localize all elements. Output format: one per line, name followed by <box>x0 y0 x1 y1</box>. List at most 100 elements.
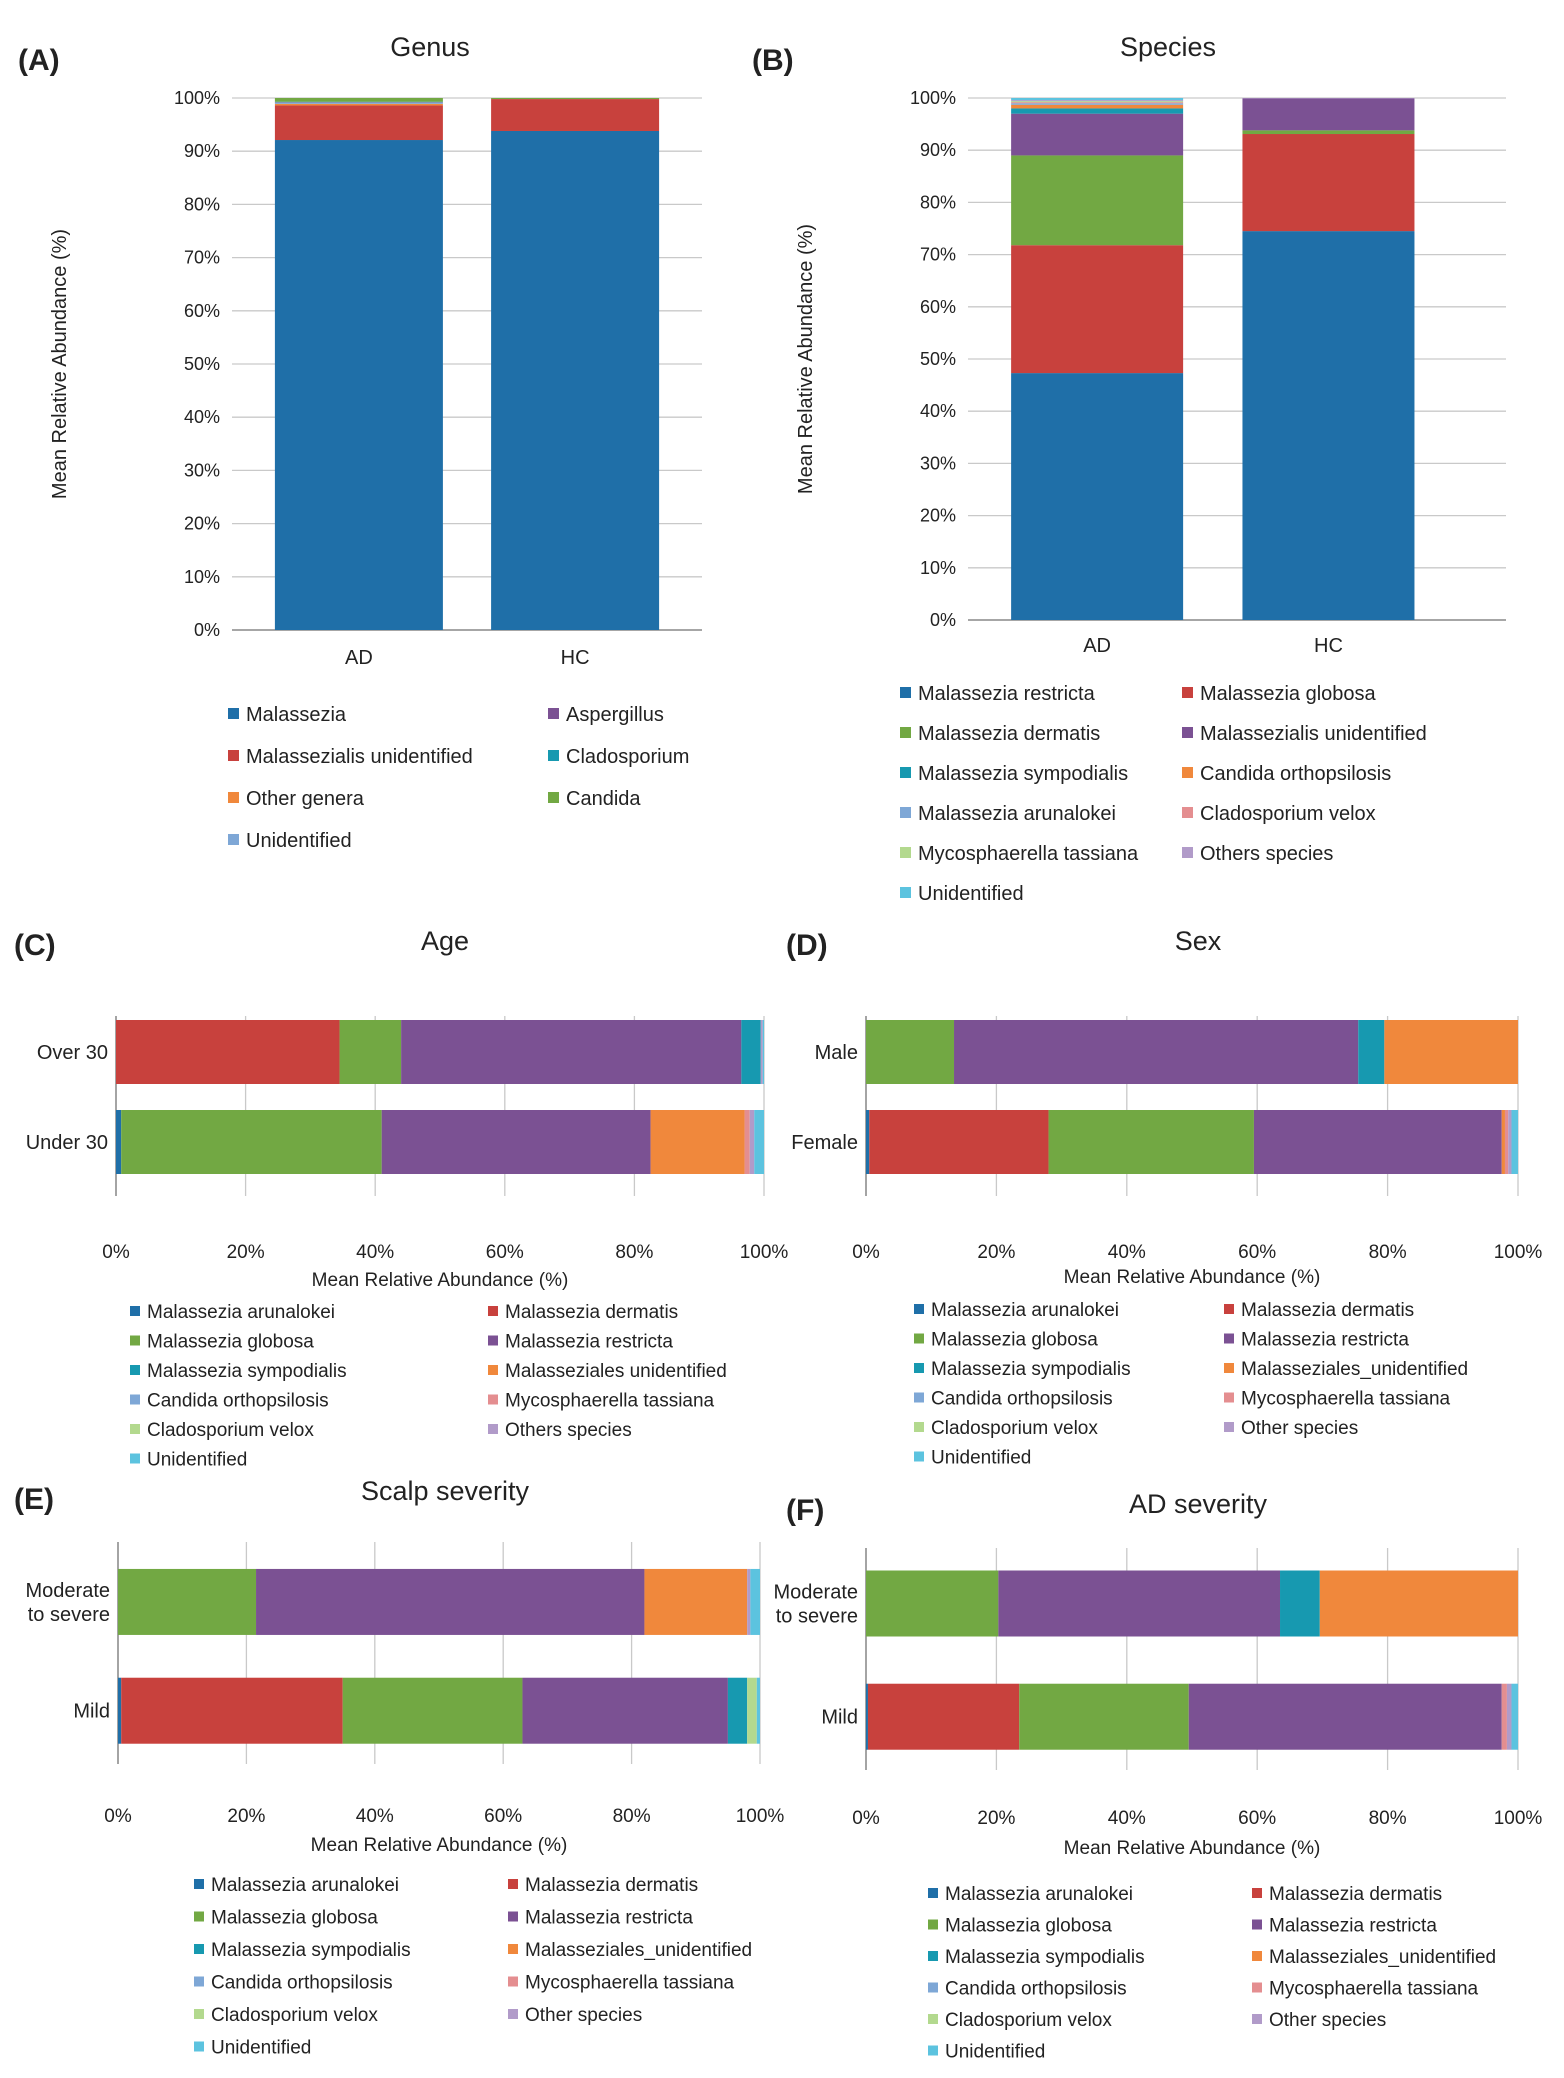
legend-item-cladosporium: Cladosporium <box>548 746 689 768</box>
bar-segment-malassezialis-unidentified-ad <box>1011 113 1184 156</box>
legend-label: Unidentified <box>918 883 1024 905</box>
bar-segment-malassezia-restricta-male <box>954 1020 1359 1084</box>
bar-segment-malassezia-arunalokei-mild <box>118 1677 122 1744</box>
bar-segment-malasseziales-unidentified-moderate-to-severe <box>644 1568 748 1635</box>
legend-swatch <box>130 1306 140 1316</box>
legend-item-malassezia-dermatis: Malassezia dermatis <box>488 1302 678 1323</box>
legend-item-cladosporium-velox: Cladosporium velox <box>194 2005 378 2026</box>
legend-swatch <box>508 1879 518 1889</box>
legend-swatch <box>1224 1392 1234 1403</box>
legend-swatch <box>1182 767 1193 778</box>
legend-label: Malasseziales_unidentified <box>525 1940 752 1961</box>
bar-segment-malassezia-sympodialis-male <box>1358 1020 1385 1084</box>
legend-item-malassezia-dermatis: Malassezia dermatis <box>900 723 1100 745</box>
y-axis-label: Mean Relative Abundance (%) <box>49 229 71 499</box>
legend-item-malassezia-sympodialis: Malassezia sympodialis <box>900 763 1128 785</box>
bar-segment-mycosphaerella-tassiana-ad <box>1011 101 1184 103</box>
legend-label: Malassezia sympodialis <box>211 1940 411 1961</box>
legend-swatch <box>928 2045 938 2056</box>
legend-label: Malassezia sympodialis <box>918 763 1128 785</box>
y-tick-label: 100% <box>910 88 956 108</box>
legend-item-others-species: Others species <box>488 1420 632 1441</box>
legend-swatch <box>194 1879 204 1889</box>
category-label: Over 30 <box>37 1042 108 1064</box>
y-tick-label: 80% <box>920 192 956 212</box>
y-tick-label: 100% <box>174 88 220 108</box>
legend-swatch <box>548 792 559 803</box>
legend-item-malassezia-sympodialis: Malassezia sympodialis <box>130 1361 347 1382</box>
legend-item-cladosporium-velox: Cladosporium velox <box>914 1418 1098 1439</box>
legend-item-mycosphaerella-tassiana: Mycosphaerella tassiana <box>508 1973 735 1994</box>
x-tick-label: 60% <box>486 1242 524 1263</box>
panel-letter: (A) <box>18 44 60 77</box>
bar-segment-malassezia-restricta-moderate-to-severe <box>256 1568 645 1635</box>
legend-item-malassezia-restricta: Malassezia restricta <box>508 1908 693 1929</box>
bar-segment-aspergillus-ad <box>274 102 443 103</box>
legend-swatch <box>508 1976 518 1987</box>
legend-swatch <box>130 1365 140 1375</box>
x-tick-label: 20% <box>977 1242 1015 1263</box>
legend-swatch <box>508 2009 518 2019</box>
legend-label: Candida orthopsilosis <box>211 1973 393 1994</box>
legend-label: Candida orthopsilosis <box>1200 763 1391 785</box>
legend-item-malasseziales-unidentified: Malasseziales_unidentified <box>1252 1947 1496 1968</box>
legend-item-malassezia-globosa: Malassezia globosa <box>130 1332 314 1353</box>
bar-segment-unidentified-moderate-to-severe <box>750 1568 760 1635</box>
bar-segment-malasseziales-unidentified-under-30 <box>650 1110 745 1174</box>
legend-item-candida-orthopsilosis: Candida orthopsilosis <box>914 1389 1113 1410</box>
legend-item-malassezialis-unidentified: Malassezialis unidentified <box>228 746 473 768</box>
legend-swatch <box>488 1335 498 1346</box>
legend-label: Unidentified <box>211 2038 311 2059</box>
chart-title: Age <box>421 926 469 956</box>
legend-label: Malassezia dermatis <box>505 1302 678 1323</box>
y-axis-label: Mean Relative Abundance (%) <box>795 224 817 494</box>
legend-label: Malassezia arunalokei <box>918 803 1116 825</box>
legend-swatch <box>928 1951 938 1961</box>
x-axis-label: Mean Relative Abundance (%) <box>312 1270 569 1291</box>
category-label: AD <box>1083 635 1111 657</box>
legend-label: Malassezia globosa <box>945 1916 1112 1937</box>
legend-swatch <box>228 750 239 761</box>
panel-f: (F) AD severity 0% 20% 40% 60% 80% 100% Mean Rel… <box>774 1489 1543 2063</box>
legend-item-cladosporium-velox: Cladosporium velox <box>928 2010 1112 2031</box>
legend-item-malassezia-arunalokei: Malassezia arunalokei <box>900 803 1116 825</box>
legend-swatch <box>194 2009 204 2019</box>
legend-item-malassezia: Malassezia <box>228 704 347 726</box>
legend-item-malassezia-globosa: Malassezia globosa <box>928 1916 1112 1937</box>
bar-segment-malassezialis-unidentified-hc <box>491 99 660 131</box>
legend-label: Malassezia restricta <box>1269 1916 1437 1937</box>
bar-segment-malassezia-globosa-female <box>1048 1110 1254 1174</box>
bar-segment-malassezia-globosa-mild <box>1019 1683 1189 1750</box>
bar-segment-malassezia-globosa-hc <box>1242 134 1415 232</box>
y-tick-label: 70% <box>920 245 956 265</box>
y-tick-label: 60% <box>184 301 220 321</box>
y-tick-label: 90% <box>184 141 220 161</box>
legend-swatch <box>914 1422 924 1432</box>
category-label: Mild <box>73 1701 110 1723</box>
legend-label: Malassezia sympodialis <box>945 1947 1145 1968</box>
legend-swatch <box>548 750 559 761</box>
bar-segment-unidentified-under-30 <box>754 1110 764 1174</box>
legend-label: Malassezia dermatis <box>525 1875 698 1896</box>
bar-segment-cladosporium-ad <box>274 101 443 103</box>
bar-segment-malassezia-dermatis-mild <box>867 1683 1020 1750</box>
legend-swatch <box>194 1944 204 1954</box>
x-tick-label: 100% <box>736 1806 785 1827</box>
legend-item-unidentified: Unidentified <box>900 883 1024 905</box>
legend-item-malassezia-arunalokei: Malassezia arunalokei <box>928 1884 1133 1905</box>
legend-item-other-genera: Other genera <box>228 788 365 810</box>
y-tick-label: 40% <box>184 407 220 427</box>
legend-item-mycosphaerella-tassiana: Mycosphaerella tassiana <box>488 1391 715 1412</box>
legend-swatch <box>1224 1333 1234 1344</box>
legend-label: Others species <box>1200 843 1333 865</box>
y-tick-label: 50% <box>920 349 956 369</box>
bar-segment-malassezia-arunalokei-female <box>866 1110 870 1174</box>
legend-item-malassezia-sympodialis: Malassezia sympodialis <box>928 1947 1145 1968</box>
legend-swatch <box>900 847 911 858</box>
category-label: HC <box>561 647 590 669</box>
legend-item-candida: Candida <box>548 788 641 810</box>
legend-item-malassezia-globosa: Malassezia globosa <box>914 1330 1098 1351</box>
bar-segment-malassezia-dermatis-ad <box>1011 155 1184 246</box>
category-label: Under 30 <box>26 1132 108 1154</box>
